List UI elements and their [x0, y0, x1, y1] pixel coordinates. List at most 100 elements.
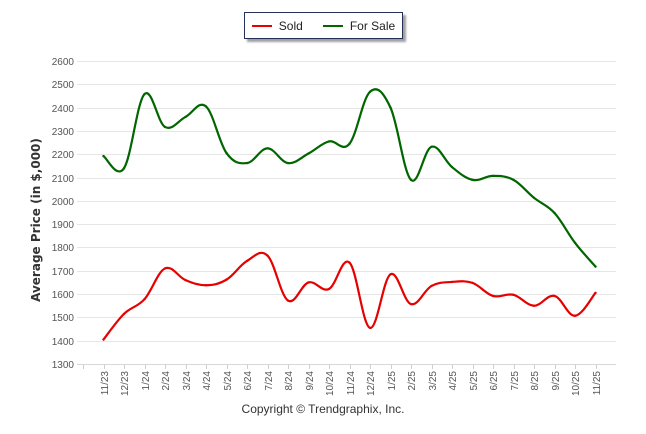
data-point-sold[interactable]: [573, 314, 577, 317]
data-point-for-sale[interactable]: [102, 154, 105, 158]
data-point-for-sale[interactable]: [532, 196, 536, 200]
x-tick-label: 9/24: [305, 371, 316, 391]
data-point-for-sale[interactable]: [245, 161, 249, 165]
y-tick-label: 2400: [52, 104, 75, 115]
series-line-for-sale[interactable]: [102, 88, 597, 268]
data-point-sold[interactable]: [532, 304, 536, 307]
data-point-sold[interactable]: [102, 338, 105, 341]
gridlines: [77, 61, 616, 365]
data-point-for-sale[interactable]: [204, 105, 208, 108]
x-tick-label: 4/25: [448, 371, 459, 391]
y-tick-label: 1500: [52, 313, 75, 324]
data-point-sold[interactable]: [409, 302, 413, 306]
data-point-sold[interactable]: [368, 326, 372, 330]
x-tick-label: 1/25: [387, 371, 398, 391]
y-axis-ticks: 1300 1400 1500 1600 1700 1800 1900 2000 2100 2200…: [52, 57, 75, 371]
data-point-for-sale[interactable]: [184, 115, 187, 119]
chart-legend: Sold For Sale: [244, 12, 403, 39]
x-tick-label: 3/24: [182, 371, 193, 391]
y-tick-label: 1700: [52, 267, 75, 278]
y-tick-label: 2600: [52, 57, 75, 68]
x-tick-label: 9/25: [551, 371, 562, 391]
y-tick-label: 1300: [52, 360, 75, 371]
data-point-sold[interactable]: [307, 281, 310, 284]
data-point-sold[interactable]: [491, 294, 495, 298]
y-tick-label: 2300: [52, 127, 75, 138]
data-point-sold[interactable]: [184, 278, 187, 282]
legend-label-sold: Sold: [278, 18, 303, 33]
y-tick-label: 1800: [52, 243, 75, 254]
data-point-for-sale[interactable]: [573, 241, 577, 244]
data-point-for-sale[interactable]: [163, 125, 167, 129]
x-tick-label: 8/24: [284, 371, 295, 391]
data-point-for-sale[interactable]: [307, 152, 310, 155]
x-tick-label: 12/23: [120, 371, 131, 396]
x-tick-label: 6/25: [489, 371, 500, 391]
data-point-for-sale[interactable]: [225, 151, 228, 155]
data-point-for-sale[interactable]: [491, 174, 495, 178]
data-point-sold[interactable]: [204, 284, 208, 287]
data-point-sold[interactable]: [471, 281, 474, 285]
x-tick-label: 11/23: [100, 371, 111, 396]
x-tick-label: 10/25: [571, 371, 582, 396]
data-point-for-sale[interactable]: [512, 178, 515, 182]
data-point-for-sale[interactable]: [553, 211, 556, 215]
data-point-sold[interactable]: [266, 254, 269, 257]
data-point-sold[interactable]: [286, 299, 290, 302]
x-tick-label: 2/24: [161, 371, 172, 391]
x-axis: 11/23 12/23 1/24 2/24 3/24 4/24 5/24 6/24 7/24 8/…: [83, 364, 603, 396]
data-point-sold[interactable]: [327, 287, 331, 291]
series-line-sold[interactable]: [102, 251, 597, 341]
data-point-for-sale[interactable]: [266, 147, 269, 150]
data-point-for-sale[interactable]: [327, 140, 331, 143]
data-point-sold[interactable]: [553, 294, 556, 298]
x-tick-label: 11/24: [346, 371, 357, 396]
x-tick-label: 7/24: [264, 371, 275, 391]
legend-swatch-sold: [251, 24, 272, 27]
y-tick-label: 1600: [52, 290, 75, 301]
data-point-for-sale[interactable]: [471, 178, 474, 182]
data-point-sold[interactable]: [122, 312, 126, 316]
y-tick-label: 1900: [52, 220, 75, 231]
data-point-for-sale[interactable]: [450, 165, 454, 169]
data-point-sold[interactable]: [594, 291, 597, 295]
x-tick-label: 7/25: [510, 371, 521, 391]
data-point-for-sale[interactable]: [430, 145, 433, 148]
x-tick-label: 4/24: [202, 371, 213, 391]
y-tick-label: 2200: [52, 150, 75, 161]
copyright-footer: Copyright © Trendgraphix, Inc.: [241, 402, 405, 416]
legend-label-for-sale: For Sale: [349, 18, 396, 33]
data-point-sold[interactable]: [245, 259, 249, 263]
legend-swatch-for-sale: [322, 24, 343, 27]
legend-item-sold[interactable]: Sold: [251, 18, 303, 33]
x-tick-label: 1/24: [141, 371, 152, 391]
series-lines: [102, 88, 597, 341]
data-point-for-sale[interactable]: [348, 142, 351, 145]
data-point-for-sale[interactable]: [143, 92, 146, 96]
x-tick-label: 10/24: [325, 371, 336, 396]
data-point-sold[interactable]: [512, 293, 515, 296]
data-point-for-sale[interactable]: [409, 178, 413, 182]
data-point-sold[interactable]: [225, 278, 228, 281]
data-point-for-sale[interactable]: [594, 265, 597, 268]
x-tick-label: 12/24: [366, 371, 377, 396]
data-point-sold[interactable]: [348, 261, 351, 264]
x-tick-label: 6/24: [243, 371, 254, 391]
data-point-for-sale[interactable]: [368, 90, 372, 93]
x-tick-label: 5/25: [469, 371, 480, 391]
y-tick-label: 2500: [52, 80, 75, 91]
data-point-for-sale[interactable]: [286, 161, 290, 165]
data-point-for-sale[interactable]: [389, 106, 392, 109]
data-point-sold[interactable]: [143, 298, 146, 301]
y-tick-label: 2000: [52, 197, 75, 208]
data-point-sold[interactable]: [389, 273, 392, 276]
data-point-for-sale[interactable]: [122, 167, 126, 170]
y-tick-label: 1400: [52, 337, 75, 348]
data-point-sold[interactable]: [163, 267, 167, 270]
y-tick-label: 2100: [52, 174, 75, 185]
data-point-sold[interactable]: [430, 284, 433, 288]
legend-item-for-sale[interactable]: For Sale: [322, 18, 396, 33]
x-tick-label: 8/25: [530, 371, 541, 391]
data-point-sold[interactable]: [450, 280, 454, 284]
